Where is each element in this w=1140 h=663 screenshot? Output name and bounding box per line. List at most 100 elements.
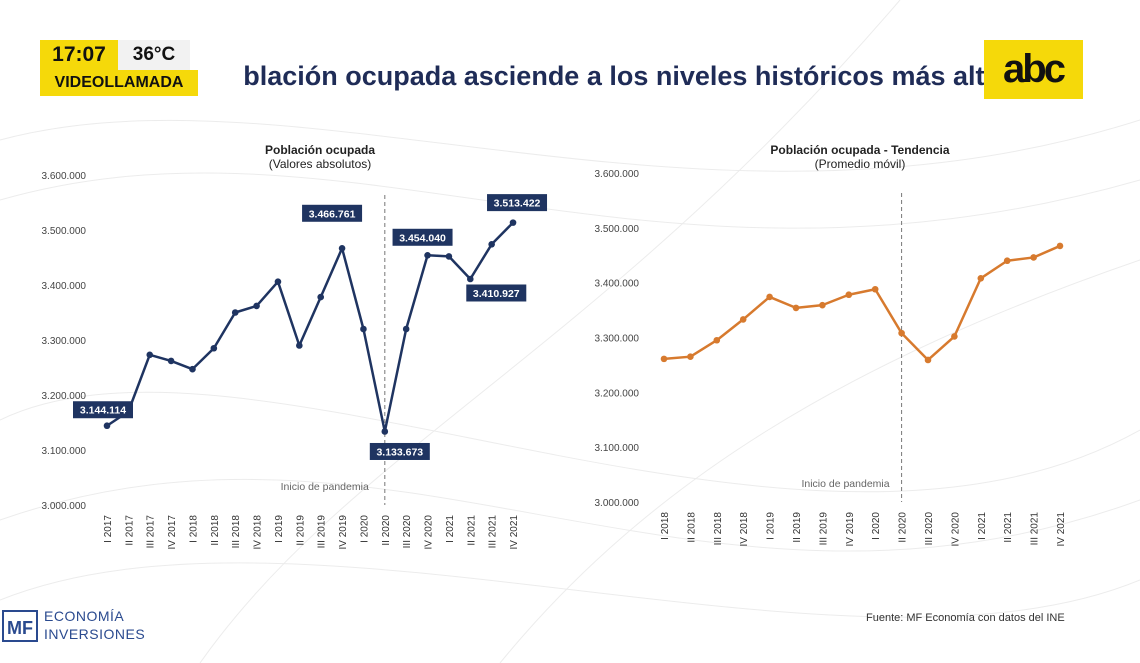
chart1-subtitle: (Valores absolutos) <box>268 157 372 171</box>
x-tick-label: IV 2019 <box>338 515 349 550</box>
data-point <box>1056 242 1064 250</box>
videocall-label: VIDEOLLAMADA <box>40 70 198 96</box>
data-point <box>660 355 668 363</box>
chart2-title: Población ocupada - Tendencia <box>770 143 950 157</box>
series-line <box>106 221 514 433</box>
x-tick-label: II 2017 <box>124 515 135 546</box>
data-label: 3.144.114 <box>80 405 126 417</box>
data-point <box>845 291 853 299</box>
x-tick-label: III 2020 <box>924 512 935 546</box>
data-label-box <box>487 194 548 212</box>
data-point <box>445 253 453 260</box>
x-tick-label: I 2018 <box>660 512 671 540</box>
data-point <box>402 325 410 333</box>
data-point <box>951 333 958 340</box>
y-tick-label: 3.300.000 <box>595 334 640 345</box>
x-tick-label: II 2019 <box>295 515 306 546</box>
data-point <box>231 309 239 316</box>
abc-logo: abc <box>984 40 1083 99</box>
y-tick-label: 3.600.000 <box>595 169 640 180</box>
data-point <box>1030 254 1037 261</box>
x-tick-label: III 2019 <box>317 515 328 549</box>
x-tick-label: I 2020 <box>359 515 370 543</box>
y-tick-label: 3.000.000 <box>42 501 87 512</box>
data-point <box>977 274 985 282</box>
headline-banner: blación ocupada asciende a los niveles h… <box>197 56 987 96</box>
data-label: 3.513.422 <box>494 198 541 210</box>
x-tick-label: IV 2020 <box>950 512 961 547</box>
data-point <box>687 353 694 360</box>
x-tick-label: III 2017 <box>146 515 157 549</box>
x-tick-label: I 2017 <box>103 515 114 543</box>
x-tick-label: IV 2021 <box>1056 512 1067 547</box>
data-point <box>317 293 325 301</box>
data-point <box>792 304 800 312</box>
clock-time: 17:07 <box>40 40 118 70</box>
x-tick-label: III 2018 <box>713 512 724 546</box>
logo-text: abc <box>1003 47 1066 91</box>
x-tick-label: II 2020 <box>898 512 909 543</box>
y-tick-label: 3.400.000 <box>595 279 640 290</box>
y-tick-label: 3.500.000 <box>42 226 87 237</box>
data-point <box>338 244 346 252</box>
x-tick-label: IV 2021 <box>509 515 520 550</box>
chart2-title-block: Población ocupada - Tendencia (Promedio … <box>740 143 980 171</box>
y-tick-label: 3.000.000 <box>595 498 640 509</box>
x-tick-label: I 2021 <box>445 515 456 543</box>
data-point <box>898 329 905 337</box>
data-point <box>713 336 721 344</box>
x-tick-label: III 2020 <box>402 515 413 549</box>
x-tick-label: III 2018 <box>231 515 242 549</box>
data-point <box>509 219 517 226</box>
x-tick-label: III 2019 <box>818 512 829 546</box>
source-note: Fuente: MF Economía con datos del INE <box>866 612 1065 624</box>
data-point <box>424 251 431 259</box>
data-point <box>296 342 303 349</box>
brand-line2: INVERSIONES <box>44 626 146 642</box>
data-label-box <box>466 284 527 302</box>
data-point <box>274 278 282 286</box>
series-line <box>663 244 1061 362</box>
data-point <box>103 422 111 430</box>
temperature-readout: 36°C <box>118 40 190 70</box>
x-tick-label: IV 2018 <box>739 512 750 547</box>
chart-absolute-values: 3.000.000 3.100.000 3.200.000 3.300.000 3.40… <box>42 171 548 550</box>
pandemic-marker-label: Inicio de pandemia <box>801 478 889 490</box>
x-tick-label: IV 2019 <box>845 512 856 547</box>
x-tick-label: II 2019 <box>792 512 803 543</box>
data-label: 3.133.673 <box>376 446 423 458</box>
chart1-title-block: Población ocupada (Valores absolutos) <box>220 143 420 171</box>
data-label-box <box>392 228 453 246</box>
y-tick-label: 3.500.000 <box>595 224 640 235</box>
x-tick-label: I 2018 <box>188 515 199 543</box>
data-point <box>381 428 389 435</box>
pandemic-marker-label: Inicio de pandemia <box>281 481 369 493</box>
x-tick-label: II 2020 <box>381 515 392 546</box>
data-point <box>739 316 747 323</box>
x-tick-label: II 2018 <box>210 515 221 546</box>
y-tick-label: 3.400.000 <box>42 281 87 292</box>
x-tick-label: III 2021 <box>1030 512 1041 546</box>
x-tick-label: I 2021 <box>977 512 988 540</box>
data-point <box>1003 257 1011 265</box>
data-label: 3.454.040 <box>399 232 446 244</box>
data-point <box>146 351 154 359</box>
data-label: 3.410.927 <box>473 288 520 300</box>
y-tick-label: 3.300.000 <box>42 336 87 347</box>
data-label-box <box>302 204 363 222</box>
x-tick-label: II 2018 <box>686 512 697 543</box>
data-point <box>924 356 932 364</box>
data-point <box>819 301 826 309</box>
data-point <box>871 285 879 293</box>
y-tick-label: 3.600.000 <box>42 171 87 182</box>
chart1-title: Población ocupada <box>264 143 375 157</box>
brand-line1: ECONOMÍA <box>44 608 125 624</box>
x-tick-label: II 2021 <box>1003 512 1014 543</box>
data-point <box>488 241 495 248</box>
y-tick-label: 3.200.000 <box>595 388 640 399</box>
x-tick-label: III 2021 <box>488 515 499 549</box>
chart2-subtitle: (Promedio móvil) <box>814 157 906 171</box>
data-point <box>210 344 218 352</box>
data-point <box>466 275 474 283</box>
